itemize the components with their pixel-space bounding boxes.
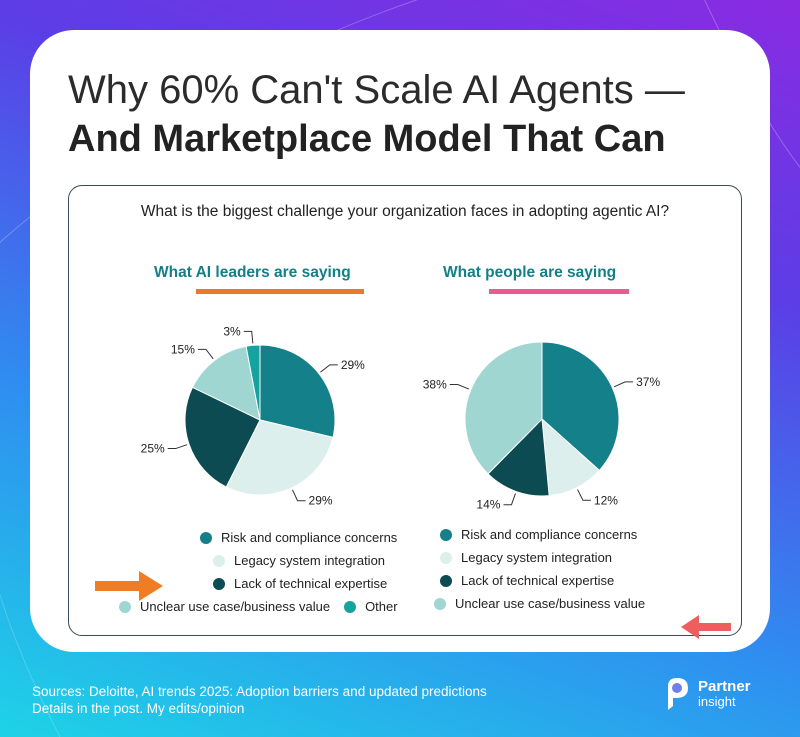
- page-subtitle: And Marketplace Model That Can: [68, 118, 666, 160]
- brand-logo[interactable]: Partner insight: [662, 676, 751, 712]
- arrow-left-icon: [681, 615, 731, 639]
- people-legend: Risk and compliance concerns Legacy syst…: [434, 523, 734, 615]
- legend-label: Legacy system integration: [461, 550, 613, 565]
- legend-swatch-legacy: [440, 551, 452, 564]
- legend-swatch-lack: [440, 574, 452, 587]
- leaders-chart-title: What AI leaders are saying: [154, 264, 351, 281]
- pie0-leader-lack: [167, 444, 188, 450]
- pie0-slice-risk: [259, 344, 336, 438]
- pie1-slice-unclear: [464, 341, 543, 475]
- people-title-underline: [489, 289, 629, 294]
- footer: Sources: Deloitte, AI trends 2025: Adopt…: [32, 683, 487, 717]
- pie1-slice-lack: [487, 417, 550, 497]
- legend-label: Lack of technical expertise: [461, 573, 615, 588]
- pie0-slice-lack: [184, 386, 261, 488]
- legend-label: Unclear use case/business value: [455, 596, 646, 611]
- pie1-slice-risk: [541, 341, 620, 472]
- pie0-label-other: 3%: [223, 324, 241, 338]
- pie0-label-legacy: 29%: [309, 494, 333, 508]
- pie1-label-lack: 14%: [476, 498, 500, 512]
- legend-swatch-legacy: [213, 554, 225, 567]
- legend-item-lack: Lack of technical expertise: [109, 572, 409, 595]
- legend-item-unclear-other: Unclear use case/business value Other: [109, 595, 409, 618]
- legend-item-unclear: Unclear use case/business value: [434, 592, 734, 615]
- legend-item-lack: Lack of technical expertise: [434, 569, 734, 592]
- pie1-leader-legacy: [577, 489, 591, 501]
- pie0-leader-risk: [320, 364, 338, 373]
- pie0-label-lack: 25%: [141, 442, 165, 456]
- pie0-slice-unclear: [191, 345, 261, 421]
- legend-label: Other: [365, 599, 398, 614]
- pie1-leader-unclear: [449, 384, 470, 390]
- legend-label: Risk and compliance concerns: [461, 527, 638, 542]
- pie0-leader-legacy: [292, 489, 306, 502]
- pie0-slice-legacy: [225, 419, 334, 496]
- pie0-leader-other: [243, 330, 254, 344]
- legend-label: Risk and compliance concerns: [221, 530, 398, 545]
- legend-label: Lack of technical expertise: [234, 576, 388, 591]
- pie1-leader-risk: [613, 381, 634, 388]
- legend-item-legacy: Legacy system integration: [109, 549, 409, 572]
- pie0-label-unclear: 15%: [171, 342, 195, 356]
- survey-question: What is the biggest challenge your organ…: [140, 203, 670, 220]
- legend-swatch-unclear: [434, 597, 446, 610]
- legend-item-legacy: Legacy system integration: [434, 546, 734, 569]
- partner-insight-logo-icon: [668, 678, 688, 710]
- logo-tagline: insight: [698, 694, 736, 709]
- arrow-red-shape: [681, 615, 731, 639]
- leaders-legend: Risk and compliance concerns Legacy syst…: [109, 526, 409, 618]
- pie1-leader-lack: [503, 493, 516, 506]
- pie1-label-legacy: 12%: [594, 493, 618, 507]
- legend-item-risk: Risk and compliance concerns: [109, 526, 409, 549]
- legend-swatch-risk: [440, 528, 452, 541]
- pie0-slice-other: [245, 344, 261, 421]
- legend-swatch-unclear: [119, 600, 131, 613]
- arrow-orange-shape: [95, 571, 163, 601]
- survey-panel: What is the biggest challenge your organ…: [68, 185, 742, 639]
- legend-swatch-other: [344, 600, 357, 613]
- legend-label: Unclear use case/business value: [140, 599, 331, 614]
- pie-charts: 29% 29% 25% 15% 3% 37% 12% 14% 38%: [141, 324, 661, 512]
- content-card: Why 60% Can't Scale AI Agents — And Mark…: [30, 30, 770, 652]
- leaders-title-underline: [196, 289, 364, 294]
- pie0-label-risk: 29%: [341, 358, 365, 372]
- pie1-label-unclear: 38%: [423, 378, 447, 392]
- footer-note: Details in the post. My edits/opinion: [32, 701, 245, 716]
- legend-swatch-risk: [200, 531, 212, 544]
- footer-source: Sources: Deloitte, AI trends 2025: Adopt…: [32, 684, 487, 699]
- legend-swatch-lack: [213, 577, 225, 590]
- people-chart-title: What people are saying: [443, 264, 617, 281]
- pie1-label-risk: 37%: [636, 375, 660, 389]
- legend-item-risk: Risk and compliance concerns: [434, 523, 734, 546]
- pie0-leader-unclear: [197, 348, 214, 360]
- page-title: Why 60% Can't Scale AI Agents —: [68, 68, 685, 112]
- logo-name: Partner: [698, 678, 751, 695]
- legend-label: Legacy system integration: [234, 553, 386, 568]
- arrow-right-icon: [95, 571, 163, 601]
